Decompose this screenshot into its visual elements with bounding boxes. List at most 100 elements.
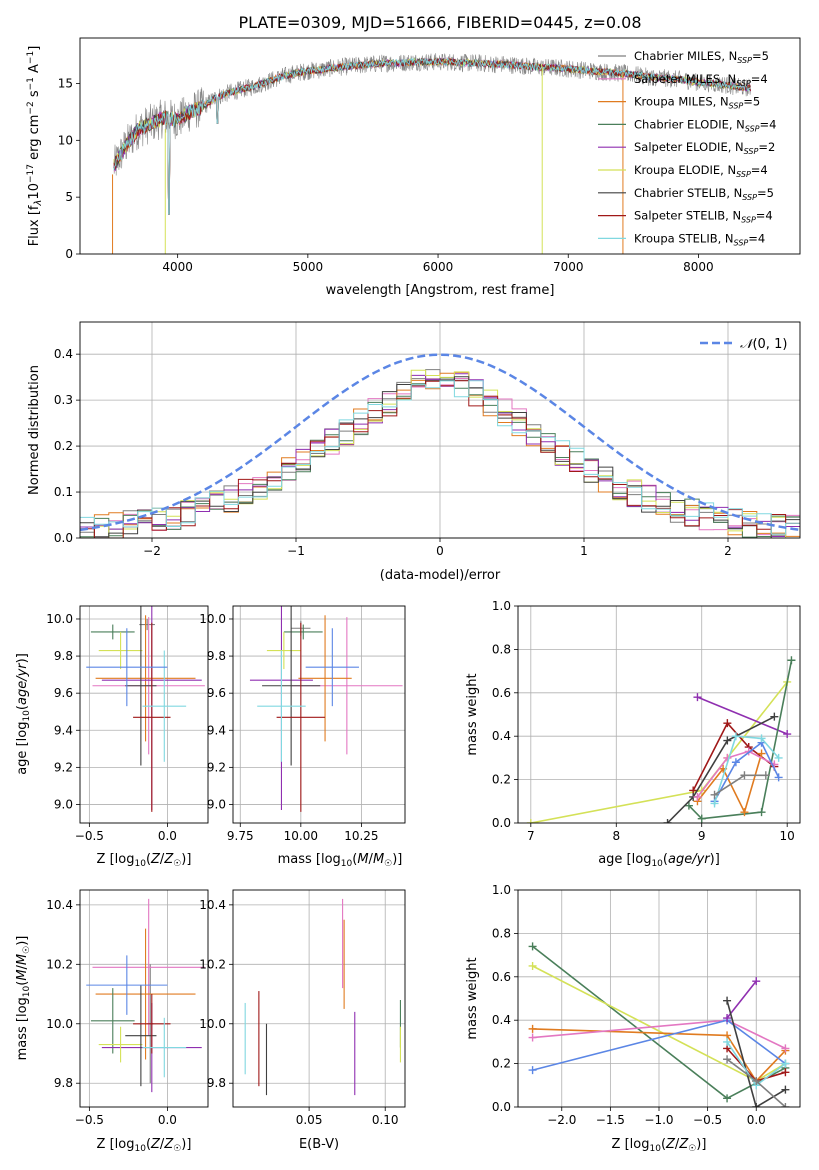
y-tick-label: 0.6 [492,686,511,700]
x-axis-label: age [log10(age/yr)] [598,852,720,869]
y-axis-label: Flux [fλ10−17 erg cm−2 s−1 A−1] [26,46,44,247]
x-tick-label: 2 [724,544,732,558]
weight-marker [752,1076,761,1085]
weight-line [696,753,763,815]
y-tick-label: 10.0 [199,1017,226,1031]
weight-marker [731,732,740,741]
y-tick-label: 9.0 [207,797,226,811]
spectrum-axes: 4000 5000 6000 7000 8000 0 5 10 15 wavelength [An… [26,37,801,298]
y-tick-label: 1.0 [492,883,511,897]
weight-line [697,696,788,735]
age-vs-Z-points [86,606,205,812]
weight-marker [723,1094,732,1103]
axes-frame [232,605,406,824]
weight-marker [761,771,770,780]
age-vs-Z-axes: −0.5 0.0 9.0 9.2 9.4 9.6 9.8 10.0 age [log10(age… [15,605,209,869]
x-axis-label: (data-model)/error [380,568,501,583]
y-tick-label: 0.6 [492,970,511,984]
weight-line [532,1028,786,1083]
legend-label: Salpeter MILES, NSSP=4 [634,72,768,88]
y-tick-label: 0.4 [54,347,73,361]
x-tick-label: 6000 [423,260,454,274]
y-tick-label: 10.4 [46,898,73,912]
x-tick-label: 8 [612,829,620,843]
spectrum-series [112,53,751,254]
x-tick-label: −1 [287,544,305,558]
weight-marker [528,1066,537,1075]
y-tick-label: 10.0 [199,612,226,626]
y-tick-label: 9.4 [207,723,226,737]
weight-marker [757,734,766,743]
y-tick-label: 0.3 [54,393,73,407]
x-axis-label: Z [log10(Z/Z☉)] [612,1137,707,1154]
axes-frame [232,889,406,1108]
y-tick-label: 9.2 [54,760,73,774]
weight-marker [740,808,749,817]
weight-marker [723,1055,732,1064]
y-tick-label: 0.1 [54,485,73,499]
y-tick-label: 9.2 [207,760,226,774]
weight-line [713,735,780,804]
weight-marker [787,656,796,665]
weight-marker [723,719,732,728]
y-tick-label: 9.8 [207,649,226,663]
x-tick-label: −0.5 [693,1113,722,1127]
weight-marker [710,790,719,799]
weight-line [696,750,775,798]
x-tick-label: 10 [780,829,795,843]
mass-vs-EBV-points [244,898,401,1096]
mass-weight-vs-Z-series [528,942,790,1107]
x-tick-label: 8000 [683,260,714,274]
legend-label: Chabrier STELIB, NSSP=5 [634,186,774,202]
y-axis-label: mass weight [465,673,480,755]
y-tick-label: 9.8 [207,1076,226,1090]
weight-marker [723,1014,732,1023]
x-tick-label: −2.0 [547,1113,576,1127]
x-tick-label: 1 [580,544,588,558]
y-tick-label: 15 [58,76,73,90]
weight-marker [731,758,740,767]
y-tick-label: 10.2 [46,957,73,971]
axes-frame [517,605,801,824]
weight-line [713,741,780,802]
y-axis-label: mass [log10(M/M☉)] [15,936,32,1061]
x-tick-label: 0 [436,544,444,558]
legend-label: Chabrier ELODIE, NSSP=4 [634,117,776,133]
legend-label: Kroupa MILES, NSSP=5 [634,95,760,111]
y-axis-label: Normed distribution [27,365,42,495]
weight-marker [774,753,783,762]
y-tick-label: 0.4 [492,1013,511,1027]
mass-weight-vs-age-axes: 7 8 9 10 0.0 0.2 0.4 0.6 0.8 1.0 mass weight age [l… [465,599,801,869]
histogram-line [80,377,800,538]
y-tick-label: 9.8 [54,1076,73,1090]
x-tick-label: 0.05 [296,1113,323,1127]
weight-marker [781,1103,790,1107]
weight-marker [528,1033,537,1042]
weight-marker [693,693,702,702]
weight-marker [723,736,732,745]
y-tick-label: 0.8 [492,642,511,656]
weight-marker [774,773,783,782]
y-tick-label: 10.2 [199,957,226,971]
x-tick-label: 7 [527,829,535,843]
x-tick-label: 0.0 [747,1113,766,1127]
legend-label: Chabrier MILES, NSSP=5 [634,49,769,65]
x-tick-label: 9 [698,829,706,843]
weight-marker [723,1037,732,1046]
weight-line [726,980,757,1019]
weight-marker [757,749,766,758]
axes-frame [79,889,209,1108]
x-tick-label: 4000 [162,260,193,274]
weight-marker [770,712,779,721]
y-tick-label: 9.8 [54,649,73,663]
legend-label: Salpeter ELODIE, NSSP=2 [634,140,775,156]
legend: Chabrier MILES, NSSP=5 Salpeter MILES, NS… [598,49,776,247]
y-tick-label: 10.0 [46,1017,73,1031]
axes-frame [79,321,801,539]
histogram-series [80,353,800,538]
weight-marker [528,942,537,951]
x-tick-label: 7000 [553,260,584,274]
weight-marker [528,1024,537,1033]
x-tick-label: 9.75 [227,829,254,843]
y-tick-label: 0.0 [54,531,73,545]
